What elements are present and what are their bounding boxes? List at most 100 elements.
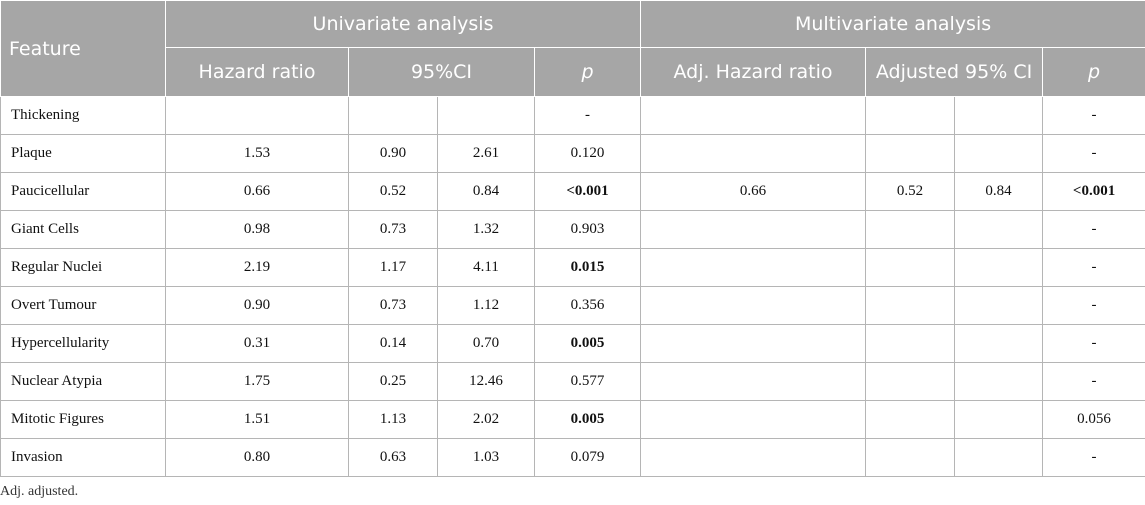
header-hazard-ratio: Hazard ratio bbox=[165, 47, 349, 97]
p-value-cell: 0.005 bbox=[533, 324, 642, 363]
p-value-cell: 0.903 bbox=[533, 210, 642, 249]
table-row: Overt Tumour 0.90 0.73 1.12 0.356 - bbox=[0, 286, 1145, 325]
adj-ci-upper-cell bbox=[954, 286, 1044, 325]
adj-ci-upper-cell bbox=[954, 400, 1044, 439]
ci-lower-cell: 1.13 bbox=[348, 400, 438, 439]
header-univariate: Univariate analysis bbox=[164, 0, 642, 48]
adj-p-value-cell: - bbox=[1042, 96, 1145, 135]
header-adj-p: p bbox=[1042, 47, 1145, 97]
table-row: Regular Nuclei 2.19 1.17 4.11 0.015 - bbox=[0, 248, 1145, 287]
feature-cell: Giant Cells bbox=[0, 210, 166, 249]
adj-ci-upper-cell bbox=[954, 210, 1044, 249]
p-value-cell: <0.001 bbox=[533, 172, 642, 211]
feature-cell: Paucicellular bbox=[0, 172, 166, 211]
adj-hazard-ratio-cell bbox=[640, 324, 867, 363]
hazard-ratio-table: Feature Univariate analysis Multivariate… bbox=[0, 0, 1145, 477]
p-value-cell: 0.005 bbox=[533, 400, 642, 439]
adj-ci-lower-cell bbox=[865, 324, 956, 363]
adj-p-value-cell: - bbox=[1042, 210, 1145, 249]
ci-lower-cell: 0.52 bbox=[348, 172, 438, 211]
ci-lower-cell: 0.14 bbox=[348, 324, 438, 363]
table-row: Plaque 1.53 0.90 2.61 0.120 - bbox=[0, 134, 1145, 173]
adj-ci-upper-cell bbox=[954, 362, 1044, 401]
adj-ci-lower-cell bbox=[865, 134, 956, 173]
table-row: Nuclear Atypia 1.75 0.25 12.46 0.577 - bbox=[0, 362, 1145, 401]
adj-ci-upper-cell bbox=[954, 96, 1044, 135]
header-adj-95ci: Adjusted 95% CI bbox=[865, 47, 1044, 97]
hazard-ratio-cell: 1.53 bbox=[165, 134, 349, 173]
table-row: Paucicellular 0.66 0.52 0.84 <0.001 0.66 0.52 0… bbox=[0, 172, 1145, 211]
adj-ci-lower-cell bbox=[865, 210, 956, 249]
table-row: Hypercellularity 0.31 0.14 0.70 0.005 - bbox=[0, 324, 1145, 363]
adj-ci-upper-cell bbox=[954, 134, 1044, 173]
adj-ci-lower-cell bbox=[865, 362, 956, 401]
adj-p-value-cell: - bbox=[1042, 248, 1145, 287]
ci-upper-cell: 1.03 bbox=[437, 438, 535, 477]
p-value-cell: 0.079 bbox=[533, 438, 642, 477]
adj-hazard-ratio-cell: 0.66 bbox=[640, 172, 867, 211]
adj-ci-lower-cell bbox=[865, 248, 956, 287]
ci-lower-cell: 0.25 bbox=[348, 362, 438, 401]
hazard-ratio-cell: 0.66 bbox=[165, 172, 349, 211]
ci-lower-cell: 0.73 bbox=[348, 286, 438, 325]
hazard-ratio-cell: 0.80 bbox=[165, 438, 349, 477]
adj-ci-upper-cell bbox=[954, 438, 1044, 477]
header-p: p bbox=[533, 47, 642, 97]
feature-cell: Nuclear Atypia bbox=[0, 362, 166, 401]
feature-cell: Hypercellularity bbox=[0, 324, 166, 363]
ci-upper-cell: 2.61 bbox=[437, 134, 535, 173]
adj-hazard-ratio-cell bbox=[640, 438, 867, 477]
adj-hazard-ratio-cell bbox=[640, 362, 867, 401]
feature-cell: Mitotic Figures bbox=[0, 400, 166, 439]
hazard-ratio-cell bbox=[165, 96, 349, 135]
adj-p-value-cell: - bbox=[1042, 286, 1145, 325]
adj-ci-lower-cell: 0.52 bbox=[865, 172, 956, 211]
table-footnote: Adj. adjusted. bbox=[0, 484, 79, 499]
table-row: Thickening - - bbox=[0, 96, 1145, 135]
adj-hazard-ratio-cell bbox=[640, 286, 867, 325]
ci-upper-cell: 4.11 bbox=[437, 248, 535, 287]
ci-upper-cell: 1.32 bbox=[437, 210, 535, 249]
ci-lower-cell: 0.90 bbox=[348, 134, 438, 173]
feature-cell: Plaque bbox=[0, 134, 166, 173]
p-value-cell: 0.577 bbox=[533, 362, 642, 401]
p-value-cell: 0.356 bbox=[533, 286, 642, 325]
feature-cell: Invasion bbox=[0, 438, 166, 477]
feature-cell: Overt Tumour bbox=[0, 286, 166, 325]
ci-lower-cell: 0.73 bbox=[348, 210, 438, 249]
header-multivariate: Multivariate analysis bbox=[640, 0, 1145, 48]
ci-upper-cell: 1.12 bbox=[437, 286, 535, 325]
hazard-ratio-cell: 1.75 bbox=[165, 362, 349, 401]
ci-upper-cell: 12.46 bbox=[437, 362, 535, 401]
header-feature: Feature bbox=[0, 0, 166, 97]
adj-ci-lower-cell bbox=[865, 96, 956, 135]
table-row: Mitotic Figures 1.51 1.13 2.02 0.005 0.056 bbox=[0, 400, 1145, 439]
table-body: Thickening - - Plaque 1.53 0.90 2.61 0.120- Pauc… bbox=[0, 96, 1145, 477]
adj-hazard-ratio-cell bbox=[640, 210, 867, 249]
adj-p-value-cell: - bbox=[1042, 134, 1145, 173]
hazard-ratio-cell: 0.31 bbox=[165, 324, 349, 363]
adj-ci-upper-cell: 0.84 bbox=[954, 172, 1044, 211]
header-adj-hazard-ratio: Adj. Hazard ratio bbox=[640, 47, 867, 97]
adj-hazard-ratio-cell bbox=[640, 134, 867, 173]
p-value-cell: 0.015 bbox=[533, 248, 642, 287]
adj-hazard-ratio-cell bbox=[640, 96, 867, 135]
p-value-cell: - bbox=[533, 96, 642, 135]
adj-ci-lower-cell bbox=[865, 438, 956, 477]
adj-p-value-cell: - bbox=[1042, 438, 1145, 477]
hazard-ratio-cell: 0.98 bbox=[165, 210, 349, 249]
ci-lower-cell: 0.63 bbox=[348, 438, 438, 477]
hazard-ratio-cell: 0.90 bbox=[165, 286, 349, 325]
ci-upper-cell: 2.02 bbox=[437, 400, 535, 439]
adj-ci-upper-cell bbox=[954, 324, 1044, 363]
hazard-ratio-cell: 2.19 bbox=[165, 248, 349, 287]
ci-upper-cell: 0.84 bbox=[437, 172, 535, 211]
table-row: Giant Cells 0.98 0.73 1.32 0.903 - bbox=[0, 210, 1145, 249]
adj-hazard-ratio-cell bbox=[640, 248, 867, 287]
p-value-cell: 0.120 bbox=[533, 134, 642, 173]
adj-ci-lower-cell bbox=[865, 286, 956, 325]
adj-p-value-cell: <0.001 bbox=[1042, 172, 1145, 211]
hazard-ratio-cell: 1.51 bbox=[165, 400, 349, 439]
adj-ci-lower-cell bbox=[865, 400, 956, 439]
header-95ci: 95%CI bbox=[348, 47, 535, 97]
